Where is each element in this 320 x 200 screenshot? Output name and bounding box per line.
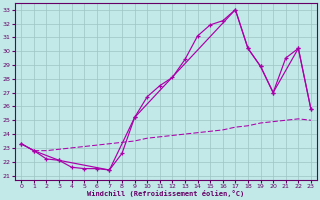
- X-axis label: Windchill (Refroidissement éolien,°C): Windchill (Refroidissement éolien,°C): [87, 190, 245, 197]
